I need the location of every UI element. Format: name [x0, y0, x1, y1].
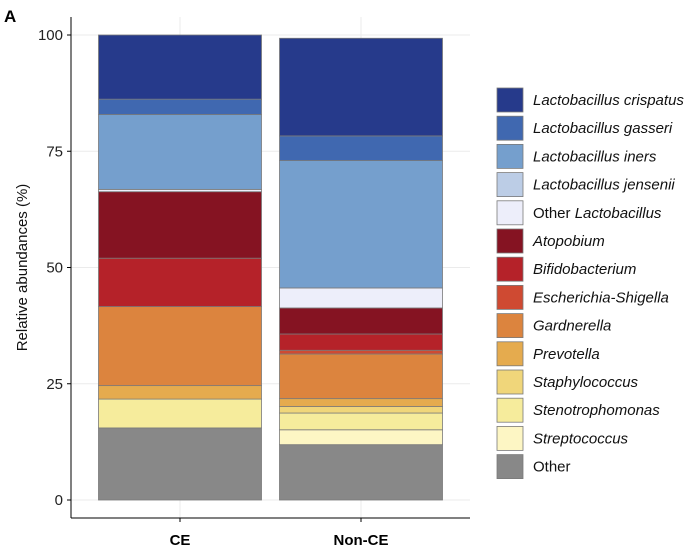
bar-segment — [279, 429, 443, 446]
bar-segment — [279, 353, 443, 400]
bar-segment — [279, 287, 443, 309]
bar-segment — [279, 444, 443, 501]
bar-segment — [279, 398, 443, 407]
legend: Lactobacillus crispatus Lactobacillus gas… — [496, 87, 684, 480]
y-axis-title: Relative abundances (%) — [14, 184, 31, 352]
bar-segment — [98, 191, 262, 259]
legend-label: Lactobacillus iners — [533, 148, 657, 165]
bar-segment — [98, 257, 262, 307]
legend-swatch — [496, 87, 524, 113]
y-tick-label: 0 — [55, 492, 63, 509]
legend-swatch — [496, 256, 524, 282]
y-ticks: 0 25 50 75 100 — [38, 27, 71, 509]
legend-swatch — [496, 200, 524, 226]
legend-label: Lactobacillus crispatus — [533, 92, 684, 109]
legend-swatch — [496, 397, 524, 423]
legend-label: Prevotella — [533, 346, 600, 363]
legend-swatch — [496, 172, 524, 198]
bar-segment — [279, 37, 443, 137]
y-tick-label: 75 — [46, 143, 63, 160]
legend-swatch — [496, 143, 524, 169]
legend-label: Stenotrophomonas — [533, 402, 660, 419]
y-tick-label: 50 — [46, 260, 63, 277]
bar-segment — [98, 34, 262, 100]
bar-segment — [279, 160, 443, 289]
legend-swatch — [496, 341, 524, 367]
legend-label: Gardnerella — [533, 318, 611, 335]
legend-swatch — [496, 284, 524, 310]
bar-segment — [279, 333, 443, 351]
legend-label: Escherichia-Shigella — [533, 289, 669, 306]
bar-segment — [98, 427, 262, 501]
legend-swatch — [496, 115, 524, 141]
x-ticks: CE Non-CE — [170, 518, 389, 549]
legend-label: Lactobacillus gasseri — [533, 120, 673, 137]
legend-label: Streptococcus — [533, 430, 629, 447]
legend-swatch — [496, 369, 524, 395]
panel-label: A — [4, 7, 16, 26]
legend-label: Staphylococcus — [533, 374, 639, 391]
bar-segment — [279, 349, 443, 355]
bar-segment — [279, 135, 443, 161]
bar-segment — [98, 385, 262, 400]
bar-segment — [98, 398, 262, 429]
bar-segment — [279, 412, 443, 431]
legend-label: Lactobacillus jensenii — [533, 177, 675, 194]
bar-segment — [279, 307, 443, 335]
bar-segment — [98, 98, 262, 115]
y-tick-label: 100 — [38, 27, 63, 44]
bar-segment — [98, 114, 262, 190]
bar-segment — [98, 306, 262, 387]
legend-swatch — [496, 228, 524, 254]
legend-swatch — [496, 454, 524, 480]
legend-label: Other Lactobacillus — [533, 205, 662, 222]
legend-swatch — [496, 425, 524, 451]
x-tick-label: CE — [170, 532, 191, 549]
bars — [98, 34, 443, 501]
legend-label: Bifidobacterium — [533, 261, 636, 278]
bar-segment — [279, 406, 443, 414]
x-tick-label: Non-CE — [334, 532, 389, 549]
legend-label: Other — [533, 459, 571, 476]
legend-label: Atopobium — [532, 233, 605, 250]
legend-swatch — [496, 313, 524, 339]
y-tick-label: 25 — [46, 376, 63, 393]
